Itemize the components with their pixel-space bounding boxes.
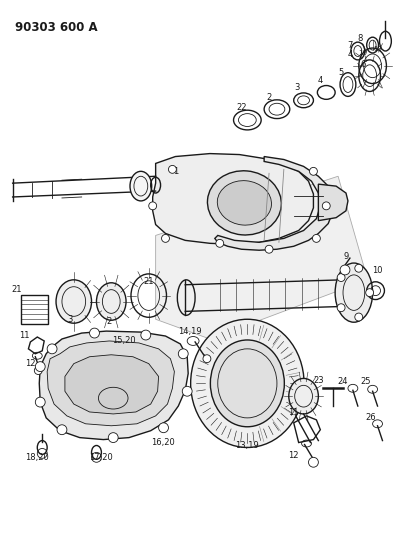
Ellipse shape — [56, 280, 91, 323]
Ellipse shape — [335, 263, 373, 322]
Circle shape — [322, 202, 330, 210]
Ellipse shape — [96, 283, 126, 320]
Text: 9: 9 — [343, 252, 349, 261]
Ellipse shape — [289, 378, 318, 414]
Text: 14,19: 14,19 — [179, 327, 202, 336]
Text: 19: 19 — [358, 50, 367, 56]
Circle shape — [178, 349, 188, 359]
Circle shape — [355, 264, 363, 272]
Circle shape — [312, 235, 320, 243]
Text: 16,20: 16,20 — [151, 438, 174, 447]
Circle shape — [35, 397, 45, 407]
Circle shape — [216, 239, 224, 247]
Text: 24: 24 — [338, 377, 348, 386]
Circle shape — [89, 328, 100, 338]
Polygon shape — [39, 331, 188, 440]
Text: 3: 3 — [67, 315, 73, 324]
Text: 11: 11 — [19, 330, 30, 340]
Circle shape — [149, 202, 157, 210]
Text: 12: 12 — [289, 451, 299, 460]
Text: 2: 2 — [107, 317, 112, 326]
Text: 5: 5 — [339, 68, 344, 77]
Text: 6: 6 — [360, 60, 366, 69]
Circle shape — [355, 313, 363, 321]
Circle shape — [182, 386, 192, 396]
Circle shape — [337, 304, 345, 312]
Circle shape — [162, 235, 169, 243]
Text: 1: 1 — [173, 167, 178, 176]
Ellipse shape — [217, 181, 272, 225]
Text: 3: 3 — [294, 83, 299, 92]
Polygon shape — [153, 154, 314, 244]
Text: 18,20: 18,20 — [25, 453, 49, 462]
Ellipse shape — [191, 319, 304, 448]
Circle shape — [203, 355, 211, 362]
Text: 4: 4 — [318, 76, 323, 85]
Circle shape — [310, 167, 318, 175]
Circle shape — [159, 423, 168, 433]
Text: 11: 11 — [289, 408, 299, 417]
Text: 22: 22 — [236, 103, 247, 112]
Text: 90303 600 A: 90303 600 A — [15, 21, 97, 35]
Text: 19: 19 — [373, 46, 382, 52]
Text: 4: 4 — [347, 51, 353, 60]
Circle shape — [34, 367, 42, 375]
Circle shape — [337, 273, 345, 281]
Text: 26: 26 — [366, 414, 376, 422]
Circle shape — [35, 362, 45, 372]
Text: 2: 2 — [266, 93, 272, 102]
Circle shape — [340, 265, 350, 275]
Circle shape — [366, 289, 374, 296]
Text: 25: 25 — [360, 377, 371, 386]
Polygon shape — [215, 157, 333, 250]
Polygon shape — [47, 341, 174, 426]
Polygon shape — [318, 184, 348, 221]
Polygon shape — [65, 355, 159, 414]
Text: 8: 8 — [357, 34, 362, 43]
Text: 21: 21 — [11, 285, 22, 294]
Text: 15,20: 15,20 — [112, 336, 136, 345]
Polygon shape — [156, 176, 368, 339]
Circle shape — [265, 245, 273, 253]
Ellipse shape — [208, 171, 281, 235]
Circle shape — [309, 457, 318, 467]
Ellipse shape — [130, 171, 152, 201]
Text: 10: 10 — [372, 266, 383, 276]
Circle shape — [47, 344, 57, 354]
Text: 23: 23 — [313, 376, 324, 385]
Text: 7: 7 — [347, 41, 353, 50]
Circle shape — [168, 165, 177, 173]
Text: 12: 12 — [25, 359, 35, 368]
Circle shape — [141, 330, 151, 340]
Circle shape — [108, 433, 118, 442]
Text: 21: 21 — [143, 277, 154, 286]
Text: 17,20: 17,20 — [89, 453, 113, 462]
Ellipse shape — [210, 340, 285, 427]
Text: 13,19: 13,19 — [235, 441, 259, 450]
Circle shape — [57, 425, 67, 434]
